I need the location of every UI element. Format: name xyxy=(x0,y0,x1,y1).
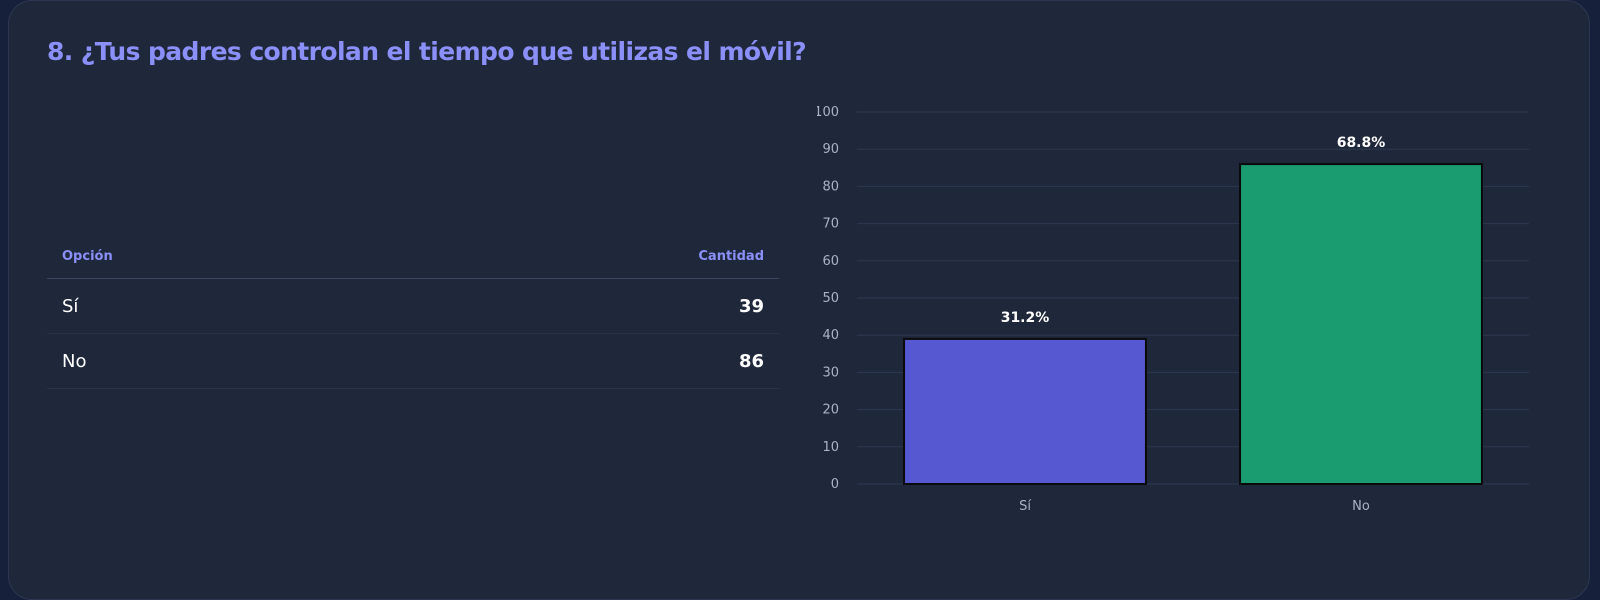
bar-chart: 0 10 20 30 40 50 60 70 80 90 100 31.2% Sí 68.8% No xyxy=(814,101,1577,541)
y-tick-label: 90 xyxy=(822,142,839,157)
y-tick-label: 80 xyxy=(822,179,839,194)
results-table: Opción Cantidad Sí 39 No 86 xyxy=(47,234,779,389)
x-tick-label: Sí xyxy=(1019,499,1031,514)
question-title: 8. ¿Tus padres controlan el tiempo que u… xyxy=(47,37,807,66)
row-quantity-value: 86 xyxy=(738,350,764,372)
y-tick-label: 70 xyxy=(822,217,839,232)
table-row: Sí 39 xyxy=(47,279,779,334)
row-quantity-value: 39 xyxy=(738,295,764,317)
column-header-option: Opción xyxy=(62,248,113,264)
question-card: 8. ¿Tus padres controlan el tiempo que u… xyxy=(8,0,1590,600)
y-tick-label: 40 xyxy=(822,328,839,343)
y-tick-label: 60 xyxy=(822,254,839,269)
table-header: Opción Cantidad xyxy=(47,234,779,279)
data-label: 31.2% xyxy=(1001,310,1050,326)
y-tick-label: 20 xyxy=(822,403,839,418)
y-tick-label: 0 xyxy=(831,477,839,492)
bar-chart-svg: 0 10 20 30 40 50 60 70 80 90 100 31.2% Sí 68.8% No xyxy=(814,105,1529,514)
column-header-quantity: Cantidad xyxy=(698,248,764,264)
bar-0 xyxy=(903,337,1147,485)
y-tick-label: 50 xyxy=(822,291,839,306)
row-option-label: Sí xyxy=(62,295,79,317)
row-option-label: No xyxy=(62,350,87,372)
table-row: No 86 xyxy=(47,334,779,389)
y-tick-label: 30 xyxy=(822,365,839,380)
x-tick-label: No xyxy=(1352,499,1370,514)
y-tick-label: 10 xyxy=(822,440,839,455)
y-tick-label: 100 xyxy=(817,105,839,120)
data-label: 68.8% xyxy=(1337,135,1386,151)
bar-1 xyxy=(1239,163,1483,486)
